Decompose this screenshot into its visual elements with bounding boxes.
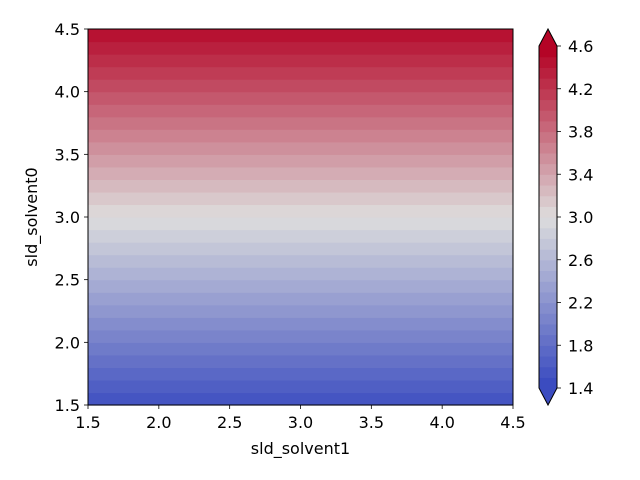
x-tick-label: 3.5 [359,413,384,432]
contour-band [88,217,513,231]
contour-band [88,179,513,193]
colorbar-band [539,78,557,90]
contour-band [88,129,513,143]
colorbar-band [539,174,557,186]
y-tick-label: 4.0 [55,83,80,102]
colorbar-band [539,281,557,293]
y-axis-label: sld_solvent0 [22,167,42,266]
contour-band [88,267,513,281]
colorbar-band [539,249,557,261]
colorbar-band [539,152,557,165]
x-tick-label: 4.5 [500,413,525,432]
colorbar-band [539,366,557,378]
colorbar-band [539,313,557,325]
colorbar-band [539,46,557,58]
x-tick-label: 3.0 [288,413,313,432]
plot-area [88,29,513,406]
contour-band [88,204,513,218]
colorbar-band [539,345,557,357]
colorbar [538,27,558,407]
contour-band [88,104,513,118]
x-axis-label: sld_solvent1 [251,439,350,459]
colorbar-axis: 1.4 1.8 2.2 2.6 3.0 3.4 3.8 4.2 4.6 [557,37,593,398]
contour-band [88,141,513,155]
y-tick-label: 2.5 [55,271,80,290]
y-tick-label: 3.5 [55,145,80,164]
colorbar-tick-label: 2.2 [568,294,593,313]
contour-band [88,329,513,343]
colorbar-band [539,355,557,368]
contour-band [88,342,513,356]
colorbar-band [539,302,557,314]
colorbar-band [539,88,557,101]
colorbar-extend-max [539,29,557,46]
x-axis: 1.5 2.0 2.5 3.0 3.5 4.0 4.5 [75,405,526,432]
x-tick-label: 2.0 [146,413,171,432]
contour-band [88,79,513,93]
colorbar-tick-label: 2.6 [568,251,593,270]
contour-band [88,66,513,80]
contour-band [88,354,513,368]
colorbar-band [539,67,557,79]
contour-band [88,41,513,55]
y-axis: 1.5 2.0 2.5 3.0 3.5 4.0 4.5 [55,20,88,415]
colorbar-band [539,184,557,197]
colorbar-band [539,323,557,336]
colorbar-band [539,120,557,133]
x-tick-label: 2.5 [217,413,242,432]
contour-band [88,392,513,406]
contour-band [88,229,513,243]
colorbar-tick-label: 1.4 [568,379,593,398]
colorbar-tick-label: 3.8 [568,123,593,142]
contour-band [88,254,513,268]
colorbar-band [539,163,557,175]
y-tick-label: 3.0 [55,208,80,227]
colorbar-band [539,99,557,111]
colorbar-band [539,195,557,207]
contour-band [88,29,513,43]
contour-band [88,166,513,180]
colorbar-tick-label: 4.6 [568,37,593,56]
y-tick-label: 1.5 [55,396,80,415]
colorbar-tick-label: 3.4 [568,165,593,184]
x-tick-label: 4.0 [429,413,454,432]
colorbar-band [539,259,557,272]
contour-band [88,379,513,394]
colorbar-band [539,227,557,239]
contour-band [88,191,513,206]
colorbar-band [539,142,557,154]
contour-band [88,279,513,293]
colorbar-band [539,131,557,143]
y-tick-label: 4.5 [55,20,80,39]
x-tick-label: 1.5 [75,413,100,432]
y-tick-label: 2.0 [55,333,80,352]
contour-band [88,304,513,318]
colorbar-band [539,217,557,229]
colorbar-band [539,334,557,346]
colorbar-extend-min [539,388,557,405]
colorbar-band [539,238,557,250]
contour-band [88,242,513,256]
colorbar-tick-label: 3.0 [568,208,593,227]
contour-band [88,292,513,306]
colorbar-band [539,270,557,282]
colorbar-tick-label: 4.2 [568,80,593,99]
colorbar-band [539,291,557,304]
colorbar-tick-label: 1.8 [568,336,593,355]
colorbar-band [539,206,557,218]
colorbar-band [539,56,557,68]
contour-band [88,367,513,381]
contour-band [88,317,513,331]
contour-band [88,116,513,130]
contour-band [88,154,513,168]
contour-band [88,91,513,105]
colorbar-band [539,110,557,122]
contour-band [88,54,513,68]
colorbar-band [539,377,557,389]
